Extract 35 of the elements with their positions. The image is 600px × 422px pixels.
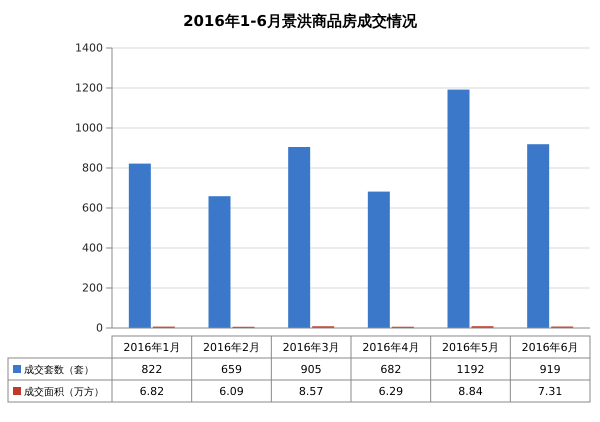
bar xyxy=(368,192,390,328)
bar xyxy=(527,144,550,328)
data-label: 6.29 xyxy=(378,385,404,398)
legend-label: 成交套数（套） xyxy=(24,364,94,376)
y-tick-label: 0 xyxy=(96,322,103,335)
data-label: 659 xyxy=(221,363,242,376)
data-label: 8.84 xyxy=(458,385,483,398)
bar xyxy=(448,90,470,328)
bar xyxy=(288,147,310,328)
bar xyxy=(128,164,151,328)
x-tick-label: 2016年3月 xyxy=(282,341,340,354)
y-tick-label: 1400 xyxy=(75,42,103,55)
data-label: 919 xyxy=(540,363,561,376)
legend-label: 成交面积（万方） xyxy=(24,386,104,398)
bar xyxy=(208,196,230,328)
y-tick-label: 600 xyxy=(82,202,103,215)
data-label: 905 xyxy=(300,363,322,376)
data-label: 1192 xyxy=(456,363,484,376)
data-label: 822 xyxy=(141,363,162,376)
x-tick-label: 2016年6月 xyxy=(522,341,579,354)
x-tick-label: 2016年4月 xyxy=(362,341,420,354)
x-tick-label: 2016年5月 xyxy=(442,341,499,354)
data-label: 6.09 xyxy=(219,385,244,398)
y-tick-label: 1000 xyxy=(75,122,103,135)
data-label: 7.31 xyxy=(538,385,562,398)
y-tick-label: 1200 xyxy=(75,82,103,95)
data-label: 8.57 xyxy=(298,385,324,398)
y-tick-label: 200 xyxy=(82,282,103,295)
y-tick-label: 800 xyxy=(82,162,103,175)
data-label: 6.82 xyxy=(140,385,164,398)
x-tick-label: 2016年2月 xyxy=(203,341,260,354)
x-tick-label: 2016年1月 xyxy=(123,341,180,354)
chart-title: 2016年1-6月景洪商品房成交情况 xyxy=(183,12,418,30)
y-tick-label: 400 xyxy=(82,242,103,255)
data-label: 682 xyxy=(380,363,402,376)
